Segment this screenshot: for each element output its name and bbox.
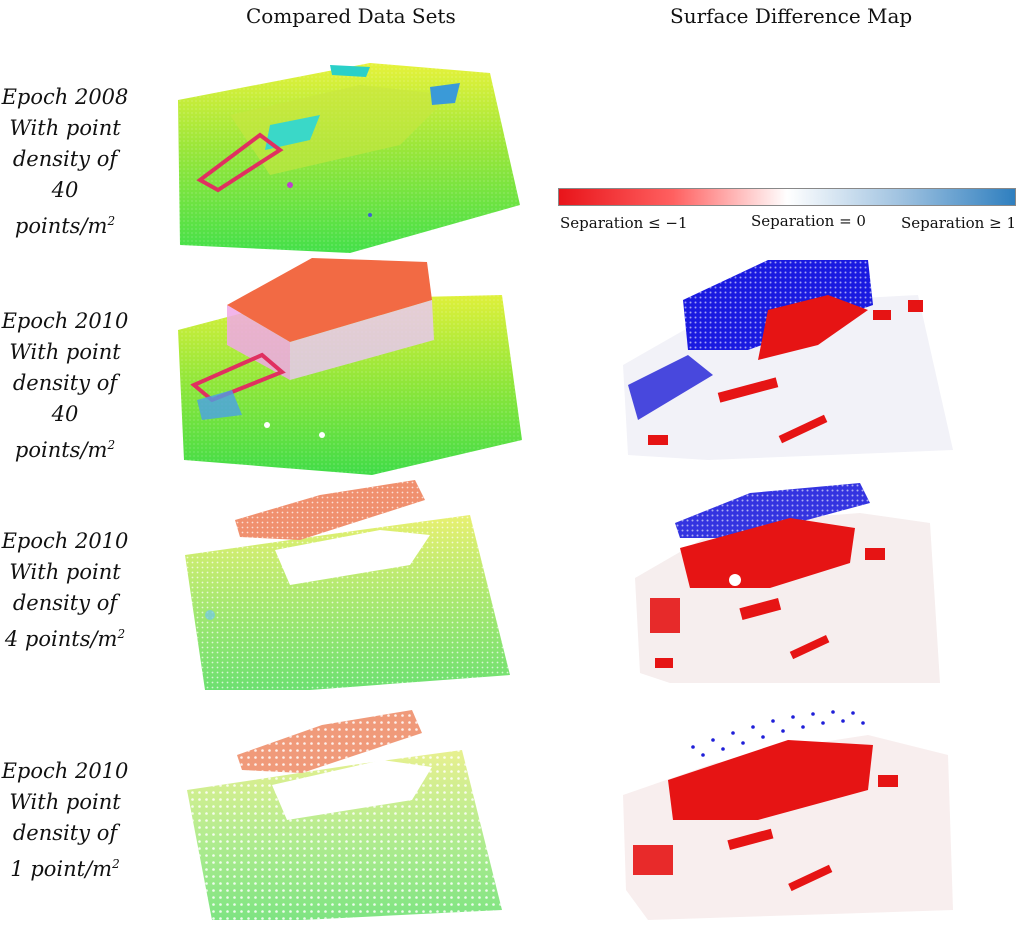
separation-legend: Separation ≤ −1 Separation = 0 Separatio… [558, 188, 1016, 232]
difference-map-2010-4pts [635, 483, 940, 683]
compared-data-sets-header: Compared Data Sets [246, 4, 456, 28]
row-1-density: 40 points/m2 [14, 178, 116, 238]
row-1-line3: density of [12, 147, 118, 171]
row-3-density: 4 points/m2 [4, 627, 126, 651]
difference-map-2010-40pts [623, 260, 953, 460]
legend-min-label: Separation ≤ −1 [560, 214, 688, 232]
row-1-line2: With point [9, 116, 121, 140]
point-cloud-2008-40pts [178, 63, 520, 253]
row-label-1: Epoch 2008 With point density of 40 poin… [0, 82, 130, 242]
row-2-line2: With point [9, 340, 121, 364]
row-label-2: Epoch 2010 With point density of 40 poin… [0, 306, 130, 466]
row-4-line2: With point [9, 790, 121, 814]
legend-color-bar [558, 188, 1016, 206]
row-2-line3: density of [12, 371, 118, 395]
point-cloud-2010-1pt [187, 710, 502, 920]
row-label-4: Epoch 2010 With point density of 1 point… [0, 756, 130, 885]
point-cloud-2010-40pts [178, 258, 522, 475]
row-3-line2: With point [9, 560, 121, 584]
surface-difference-map-header: Surface Difference Map [670, 4, 913, 28]
row-1-epoch: Epoch 2008 [1, 85, 129, 109]
difference-map-2010-1pt [623, 710, 953, 920]
legend-mid-label: Separation = 0 [751, 212, 866, 230]
row-3-line3: density of [12, 591, 118, 615]
row-4-density: 1 point/m2 [10, 857, 120, 881]
legend-max-label: Separation ≥ 1 [901, 214, 1016, 232]
row-4-line3: density of [12, 821, 118, 845]
row-4-epoch: Epoch 2010 [1, 759, 129, 783]
row-label-3: Epoch 2010 With point density of 4 point… [0, 526, 130, 655]
point-cloud-2010-4pts [185, 480, 510, 690]
row-2-density: 40 points/m2 [14, 402, 116, 462]
row-3-epoch: Epoch 2010 [1, 529, 129, 553]
row-2-epoch: Epoch 2010 [1, 309, 129, 333]
